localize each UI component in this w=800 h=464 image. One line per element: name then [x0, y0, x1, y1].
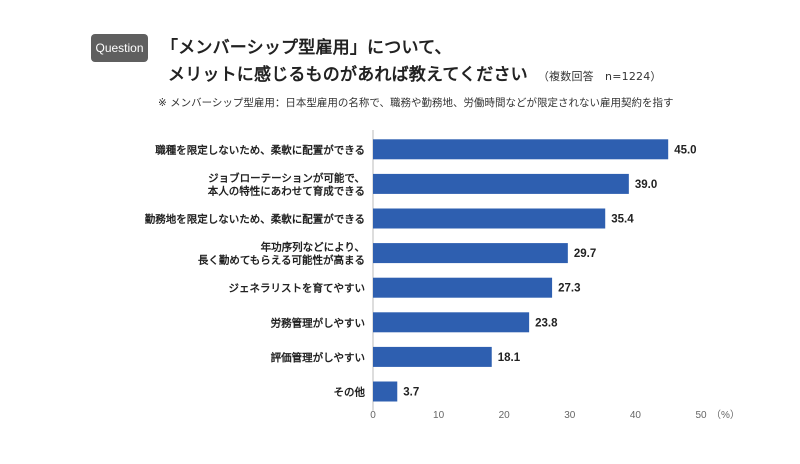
value-label-0: 45.0 — [674, 144, 696, 156]
category-label-0-0: 職種を限定しないため、柔軟に配置ができる — [155, 143, 365, 156]
value-label-5: 23.8 — [535, 317, 558, 329]
x-tick-label-3: 30 — [564, 410, 576, 421]
bar-2 — [373, 208, 606, 229]
value-label-3: 29.7 — [574, 248, 596, 260]
value-label-4: 27.3 — [558, 283, 580, 295]
category-label-5-0: 労務管理がしやすい — [271, 316, 365, 329]
definition-note: ※ メンバーシップ型雇用：日本型雇用の名称で、職務や勤務地、労働時間などが限定さ… — [158, 97, 674, 109]
bar-0 — [373, 139, 669, 160]
category-label-7-0: その他 — [334, 386, 366, 399]
respondents-note: （複数回答 n=1224） — [537, 70, 662, 83]
category-label-3-0: 年功序列などにより、 — [261, 241, 365, 254]
category-label-3-1: 長く勤めてもらえる可能性が高まる — [198, 254, 365, 267]
x-tick-label-0: 0 — [370, 410, 376, 421]
chart-title-line1: 「メンバーシップ型雇用」について、 — [161, 38, 452, 58]
chart-title-line2-text: メリットに感じるものがあれば教えてください — [168, 65, 528, 85]
bar-6 — [373, 346, 492, 367]
category-label-1-0: ジョブローテーションが可能で、 — [208, 171, 365, 184]
value-label-2: 35.4 — [611, 214, 634, 226]
bar-7 — [373, 381, 398, 402]
category-label-1-1: 本人の特性にあわせて育成できる — [208, 184, 365, 197]
x-axis-unit: （%） — [711, 409, 740, 421]
value-label-7: 3.7 — [403, 387, 419, 399]
bar-3 — [373, 243, 568, 264]
question-badge: Question — [91, 34, 148, 62]
chart-title-line2: メリットに感じるものがあれば教えてください （複数回答 n=1224） — [168, 60, 662, 85]
x-tick-label-4: 40 — [630, 410, 642, 421]
x-tick-label-5: 50 — [695, 410, 707, 421]
bar-4 — [373, 277, 553, 298]
x-tick-label-1: 10 — [433, 410, 445, 421]
category-label-2-0: 勤務地を限定しないため、柔軟に配置ができる — [145, 213, 365, 226]
category-label-6-0: 評価管理がしやすい — [271, 351, 365, 364]
x-tick-label-2: 20 — [499, 410, 511, 421]
value-label-1: 39.0 — [635, 179, 657, 191]
bar-1 — [373, 173, 629, 194]
category-label-4-0: ジェネラリストを育てやすい — [229, 282, 366, 295]
bar-5 — [373, 312, 530, 333]
value-label-6: 18.1 — [498, 352, 521, 364]
